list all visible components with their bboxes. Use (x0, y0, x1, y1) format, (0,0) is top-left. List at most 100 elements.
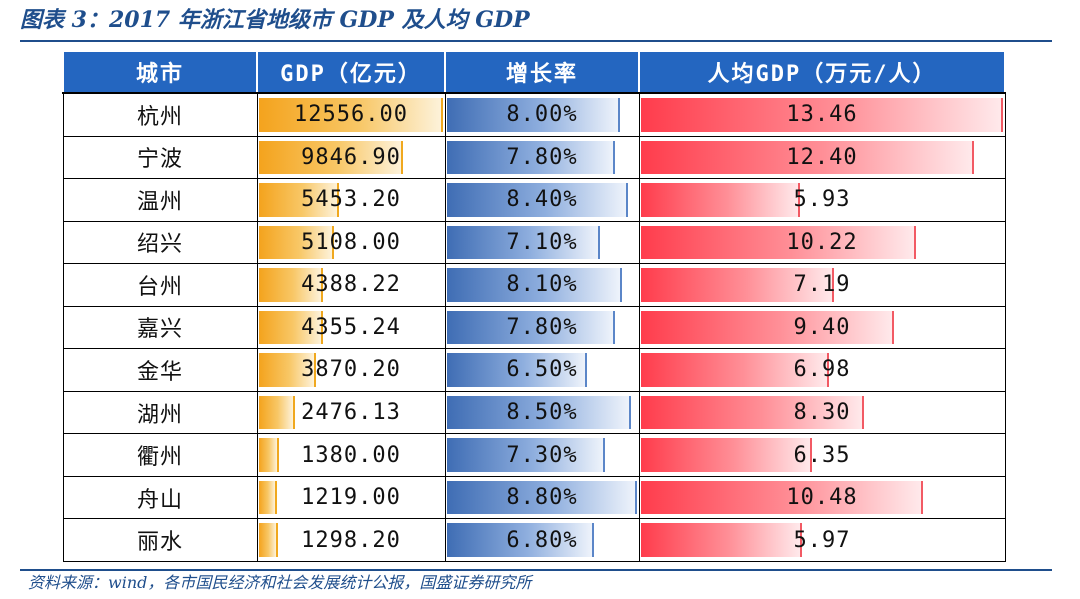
city-cell: 温州 (62, 178, 258, 222)
growth-bar (446, 480, 637, 515)
gdp-bar (258, 183, 339, 217)
per-capita-value: 10.22 (786, 229, 858, 255)
per-capita-value: 6.35 (793, 442, 851, 468)
chart-title: 图表 3：2017 年浙江省地级市 GDP 及人均 GDP (20, 7, 530, 33)
gdp-bar (258, 310, 323, 345)
growth-value: 8.00% (506, 102, 578, 128)
city-cell: 湖州 (62, 390, 258, 435)
table-row: 嘉兴 4355.24 7.80% 9.40 (62, 305, 1006, 350)
table-row: 衢州 1380.00 7.30% 6.35 (62, 433, 1006, 477)
gdp-bar (258, 140, 403, 175)
header-gdp: GDP（亿元） (256, 50, 446, 94)
growth-value: 6.50% (506, 357, 578, 383)
gdp-cell: 4355.24 (256, 305, 446, 350)
growth-cell: 7.80% (444, 305, 640, 350)
gdp-value: 5108.00 (301, 229, 401, 255)
per-capita-bar (640, 523, 802, 557)
gdp-value: 4355.24 (301, 314, 401, 340)
gdp-value: 9846.90 (301, 144, 401, 170)
header-city: 城市 (62, 50, 258, 94)
gdp-bar (258, 225, 334, 260)
gdp-cell: 4388.22 (256, 263, 446, 307)
table-row: 宁波 9846.90 7.80% 12.40 (62, 135, 1006, 180)
gdp-cell: 1219.00 (256, 475, 446, 520)
per-capita-bar (640, 438, 812, 472)
growth-cell: 8.50% (444, 390, 640, 435)
per-capita-value: 7.19 (793, 272, 851, 298)
growth-value: 7.30% (506, 442, 578, 468)
gdp-cell: 3870.20 (256, 348, 446, 392)
gdp-bar (258, 98, 443, 132)
per-capita-value: 12.40 (786, 144, 858, 170)
growth-cell: 7.30% (444, 433, 640, 477)
growth-bar (446, 395, 631, 430)
table-row: 金华 3870.20 6.50% 6.98 (62, 348, 1006, 392)
source-note: 资料来源：wind，各市国民经济和社会发展统计公报，国盛证券研究所 (28, 573, 532, 592)
gdp-bar (258, 395, 295, 430)
growth-value: 8.10% (506, 272, 578, 298)
city-cell: 宁波 (62, 135, 258, 180)
city-cell: 衢州 (62, 433, 258, 477)
per-capita-cell: 8.30 (638, 390, 1006, 435)
growth-cell: 8.10% (444, 263, 640, 307)
per-capita-cell: 9.40 (638, 305, 1006, 350)
per-capita-bar (640, 225, 916, 260)
growth-cell: 8.80% (444, 475, 640, 520)
gdp-cell: 12556.00 (256, 92, 446, 137)
growth-value: 8.50% (506, 400, 578, 426)
per-capita-cell: 6.98 (638, 348, 1006, 392)
gdp-cell: 1380.00 (256, 433, 446, 477)
growth-cell: 6.50% (444, 348, 640, 392)
header-growth: 增长率 (444, 50, 640, 94)
gdp-bar (258, 523, 278, 557)
growth-value: 7.80% (506, 144, 578, 170)
header-per-capita-gdp: 人均GDP（万元/人） (638, 50, 1006, 94)
city-cell: 绍兴 (62, 220, 258, 265)
title-divider (20, 40, 1052, 42)
table-row: 杭州 12556.00 8.00% 13.46 (62, 92, 1006, 137)
table-row: 绍兴 5108.00 7.10% 10.22 (62, 220, 1006, 265)
growth-cell: 8.40% (444, 178, 640, 222)
city-cell: 丽水 (62, 518, 258, 562)
city-cell: 嘉兴 (62, 305, 258, 350)
table-row: 舟山 1219.00 8.80% 10.48 (62, 475, 1006, 520)
source-divider (20, 569, 1052, 571)
growth-bar (446, 140, 615, 175)
growth-bar (446, 183, 628, 217)
gdp-cell: 2476.13 (256, 390, 446, 435)
per-capita-cell: 6.35 (638, 433, 1006, 477)
per-capita-bar (640, 310, 894, 345)
gdp-bar (258, 480, 277, 515)
per-capita-value: 8.30 (793, 400, 851, 426)
gdp-value: 1298.20 (301, 527, 401, 553)
gdp-bar (258, 268, 323, 302)
per-capita-value: 10.48 (786, 485, 858, 511)
per-capita-cell: 5.97 (638, 518, 1006, 562)
growth-value: 6.80% (506, 527, 578, 553)
gdp-value: 3870.20 (301, 357, 401, 383)
table-row: 丽水 1298.20 6.80% 5.97 (62, 518, 1006, 562)
per-capita-bar (640, 183, 800, 217)
growth-bar (446, 225, 600, 260)
growth-bar (446, 268, 622, 302)
gdp-value: 1219.00 (301, 485, 401, 511)
per-capita-bar (640, 140, 974, 175)
gdp-cell: 9846.90 (256, 135, 446, 180)
city-cell: 杭州 (62, 92, 258, 137)
per-capita-value: 9.40 (793, 314, 851, 340)
growth-bar (446, 438, 605, 472)
growth-cell: 8.00% (444, 92, 640, 137)
gdp-bar (258, 353, 316, 387)
growth-bar (446, 523, 594, 557)
per-capita-value: 5.93 (793, 187, 851, 213)
per-capita-cell: 10.48 (638, 475, 1006, 520)
city-cell: 金华 (62, 348, 258, 392)
table-row: 台州 4388.22 8.10% 7.19 (62, 263, 1006, 307)
growth-value: 8.80% (506, 485, 578, 511)
per-capita-bar (640, 395, 864, 430)
table-header-row: 城市 GDP（亿元） 增长率 人均GDP（万元/人） (62, 50, 1006, 94)
growth-bar (446, 310, 615, 345)
city-cell: 舟山 (62, 475, 258, 520)
growth-cell: 7.10% (444, 220, 640, 265)
growth-value: 7.80% (506, 314, 578, 340)
